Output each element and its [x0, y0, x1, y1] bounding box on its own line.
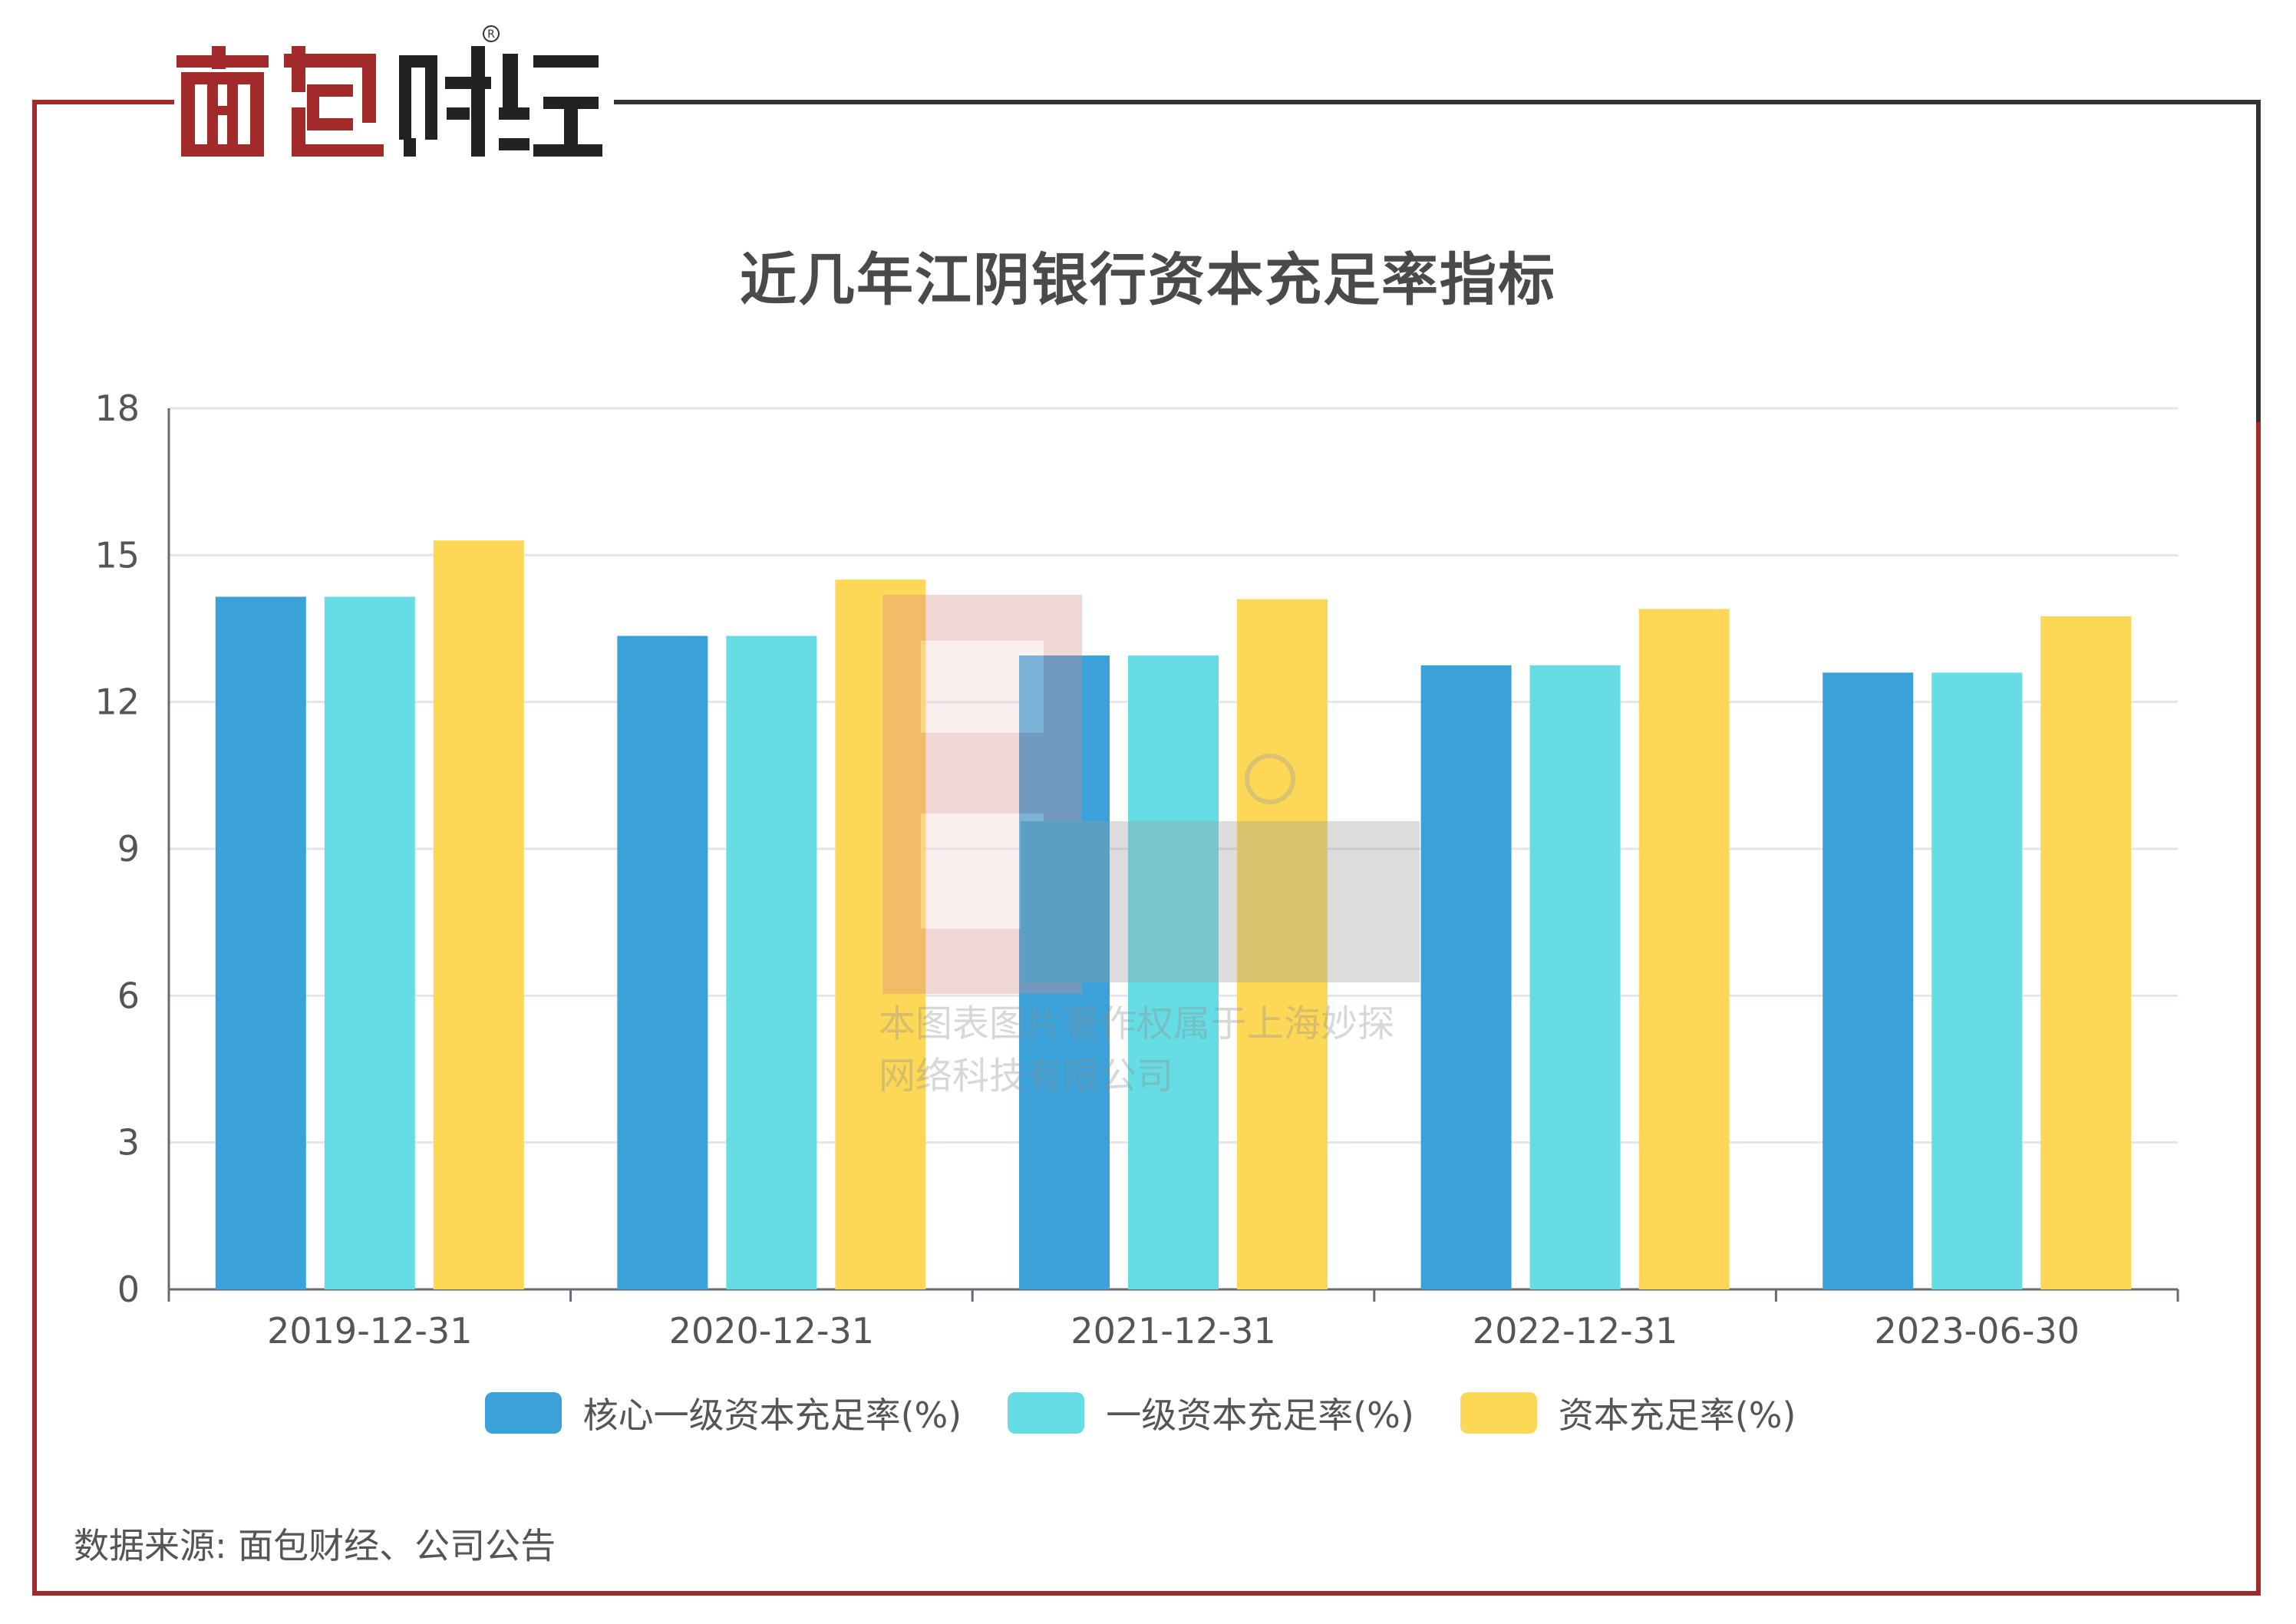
bar[interactable]	[1638, 609, 1730, 1289]
bar[interactable]	[1529, 665, 1621, 1289]
bar[interactable]	[1019, 655, 1110, 1289]
bars	[215, 540, 2132, 1289]
legend-label-core-tier1: 核心一级资本充足率(%)	[582, 1395, 962, 1436]
legend-item-tier1[interactable]: 一级资本充足率(%)	[1008, 1388, 1430, 1438]
frame-right-dark-line	[2256, 100, 2261, 422]
bar[interactable]	[324, 596, 415, 1289]
bar[interactable]	[617, 635, 708, 1289]
x-tick-label: 2022-12-31	[1473, 1310, 1677, 1352]
legend-swatch-core-tier1	[484, 1392, 562, 1434]
bar[interactable]	[2040, 616, 2132, 1289]
svg-text:R: R	[487, 28, 495, 41]
legend-item-core-tier1[interactable]: 核心一级资本充足率(%)	[484, 1388, 978, 1438]
watermark-line-1: 本图表图片著作权属于上海妙探	[879, 1002, 1395, 1045]
data-source-note: 数据来源: 面包财经、公司公告	[74, 1525, 556, 1566]
chart-legend: 核心一级资本充足率(%) 一级资本充足率(%) 资本充足率(%)	[0, 1388, 2296, 1438]
watermark-logo	[882, 595, 1420, 994]
bar[interactable]	[1823, 672, 1914, 1289]
bar[interactable]	[1931, 672, 2023, 1289]
tick-labels: 0 3 6 9 12 15 18 2019-12-31 2020-12-31 2021-12-31…	[94, 388, 2079, 1352]
bar[interactable]	[1128, 655, 1219, 1289]
frame-top-right-line	[614, 100, 2261, 104]
y-tick-label: 12	[94, 682, 140, 723]
brand-logo: R	[176, 25, 602, 157]
legend-swatch-tier1	[1008, 1392, 1085, 1434]
watermark-text: 本图表图片著作权属于上海妙探 网络科技有限公司	[879, 998, 1394, 1102]
bar[interactable]	[433, 540, 524, 1289]
y-tick-label: 3	[117, 1122, 140, 1164]
x-tick-label: 2021-12-31	[1070, 1310, 1275, 1352]
x-tick-label: 2019-12-31	[267, 1310, 472, 1352]
bar[interactable]	[1237, 599, 1328, 1289]
y-tick-label: 18	[94, 388, 140, 429]
x-tick-label: 2023-06-30	[1875, 1310, 2080, 1352]
legend-swatch-capital-adequacy	[1460, 1392, 1537, 1434]
chart-title: 近几年江阴银行资本充足率指标	[740, 247, 1556, 313]
legend-item-capital-adequacy[interactable]: 资本充足率(%)	[1460, 1388, 1812, 1438]
y-tick-label: 9	[117, 828, 140, 870]
watermark-line-2: 网络科技有限公司	[879, 1055, 1174, 1098]
bar[interactable]	[215, 596, 306, 1289]
bar[interactable]	[835, 579, 926, 1289]
y-tick-label: 6	[117, 975, 140, 1016]
legend-label-capital-adequacy: 资本充足率(%)	[1558, 1395, 1796, 1436]
legend-label-tier1: 一级资本充足率(%)	[1106, 1395, 1414, 1436]
x-tick-label: 2020-12-31	[669, 1310, 874, 1352]
bar[interactable]	[1420, 665, 1512, 1289]
y-tick-label: 0	[117, 1269, 140, 1310]
chart-frame	[32, 102, 2261, 1596]
bar[interactable]	[726, 635, 817, 1289]
y-tick-label: 15	[94, 534, 140, 576]
frame-top-left-line	[32, 100, 174, 104]
